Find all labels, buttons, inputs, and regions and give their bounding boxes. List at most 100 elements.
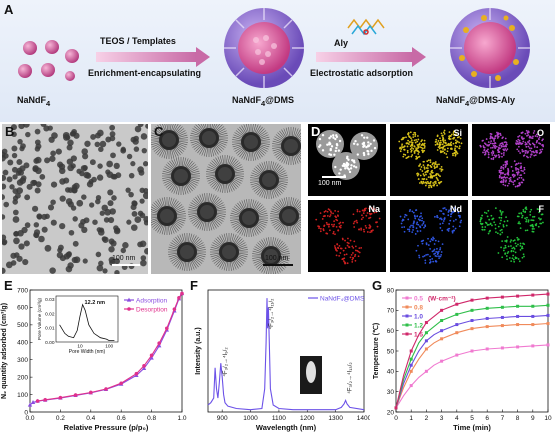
series-point-0.5 — [500, 346, 504, 350]
panel-letter-a: A — [4, 2, 14, 17]
nandf4-dms-label: NaNdF4@DMS — [232, 95, 294, 108]
tem-b-particle — [122, 241, 129, 249]
inset-y-tick-label: 0.03 — [45, 297, 55, 303]
panel-letter-f: F — [190, 278, 198, 293]
desorption-point — [180, 291, 184, 296]
y-tick-label: 200 — [17, 374, 28, 381]
tem-b-particle — [134, 216, 142, 223]
tem-b-particle — [20, 175, 27, 181]
tem-c-sphere — [168, 233, 206, 271]
series-point-1.5 — [500, 295, 504, 299]
schematic-panel: A NaNdF4 TEOS / Templates Enrichment-enc… — [0, 0, 555, 122]
tem-b-particle — [6, 176, 13, 183]
tem-b-particle — [120, 247, 127, 254]
series-point-1.0 — [455, 323, 459, 327]
tem-b-particle — [139, 240, 147, 248]
series-point-1.2 — [424, 331, 428, 335]
eds-label-nd: Nd — [450, 204, 462, 214]
tem-b-particle — [110, 173, 117, 180]
tem-c-sphere — [190, 124, 228, 157]
tem-b-particle — [36, 214, 43, 220]
tem-b-particle — [44, 157, 51, 164]
y-axis-label: N₂ quantity adsorbed (cm³/g) — [1, 303, 8, 399]
x-tick-label: 0.8 — [147, 415, 156, 422]
transition-annotation: ⁴F₃/₂→⁴I₁₁/₂ — [268, 298, 275, 330]
desorption-point — [35, 399, 40, 403]
tem-b-particle — [14, 252, 20, 258]
series-point-1.5 — [455, 302, 459, 306]
scale-label-d: 100 nm — [318, 180, 342, 187]
tem-b-particle — [72, 216, 78, 222]
x-tick-label: 0.0 — [25, 415, 34, 422]
tem-image-b: 100 nm — [2, 124, 148, 274]
tem-b-particle — [95, 251, 102, 258]
tem-b-particle — [107, 200, 114, 207]
tem-b-particle — [140, 255, 147, 261]
tem-b-particle — [98, 260, 104, 267]
tem-b-particle — [94, 141, 101, 148]
series-point-1.2 — [531, 304, 535, 308]
series-point-1.0 — [424, 339, 428, 343]
legend-label-0.8: 0.8 — [414, 305, 423, 312]
tem-b-particle — [142, 161, 148, 167]
adsorption-point — [141, 366, 147, 371]
tem-b-particle — [113, 258, 120, 265]
tem-b-particle — [81, 194, 87, 200]
tem-b-particle — [139, 187, 145, 194]
x-tick-label: 0 — [394, 415, 398, 422]
tem-b-particle — [126, 153, 133, 160]
tem-b-particle — [35, 167, 42, 175]
legend-label: NaNdF₄@DMS — [320, 296, 365, 303]
tem-b-particle — [105, 169, 111, 175]
eds-map-nd: Nd — [390, 200, 468, 272]
tem-b-particle — [11, 131, 17, 138]
tem-b-particle — [34, 187, 41, 194]
tem-c-sphere — [230, 199, 268, 237]
x-tick-label: 1100 — [272, 415, 286, 422]
y-tick-label: 60 — [387, 328, 395, 335]
scale-bar-c — [263, 264, 293, 266]
tem-b-particle — [2, 240, 7, 246]
tem-b-particle — [109, 135, 116, 142]
x-tick-label: 0.2 — [56, 415, 65, 422]
scale-label-c: 100 nm — [265, 255, 289, 262]
tem-b-particle — [13, 230, 20, 237]
series-point-0.5 — [470, 349, 474, 353]
tem-b-particle — [24, 222, 31, 228]
tem-b-particle — [11, 145, 18, 152]
y-tick-label: 20 — [387, 409, 395, 416]
tem-b-particle — [10, 260, 17, 266]
aly-molecule-icon — [347, 18, 385, 36]
tem-b-particle — [141, 147, 147, 154]
series-line-0.5 — [395, 344, 549, 409]
inset-y-tick-label: 0.02 — [45, 311, 55, 317]
plot-frame — [29, 289, 183, 413]
series-point-1.0 — [546, 313, 550, 317]
series-point-0.5 — [424, 369, 428, 373]
tem-b-particle — [83, 171, 90, 179]
tem-b-particle — [33, 158, 40, 164]
inset-x-label: Pore Width (nm) — [69, 349, 106, 355]
x-tick-label: 3 — [440, 415, 444, 422]
desorption-point — [165, 326, 169, 331]
tem-b-particle — [12, 195, 19, 201]
eds-o-dots — [479, 129, 545, 188]
tem-b-particle — [137, 210, 144, 217]
series-point-1.0 — [485, 316, 489, 320]
series-point-1.5 — [546, 292, 550, 296]
tem-b-particle — [57, 161, 64, 168]
tem-b-particle — [24, 194, 31, 201]
tem-b-particle — [62, 131, 70, 139]
legend-marker — [127, 307, 131, 311]
tem-b-particle — [50, 181, 58, 188]
eds-label-o: O — [536, 128, 544, 138]
y-tick-label: 100 — [17, 392, 28, 399]
scale-bar-d — [322, 176, 346, 178]
tem-b-particle — [109, 208, 116, 215]
tem-c-sphere — [206, 155, 244, 193]
inset-x-tick-label: 100 — [105, 344, 113, 350]
tem-b-particle — [82, 165, 88, 171]
adsorption-point — [27, 402, 33, 407]
series-point-1.5 — [516, 294, 520, 298]
legend-marker — [405, 296, 409, 300]
